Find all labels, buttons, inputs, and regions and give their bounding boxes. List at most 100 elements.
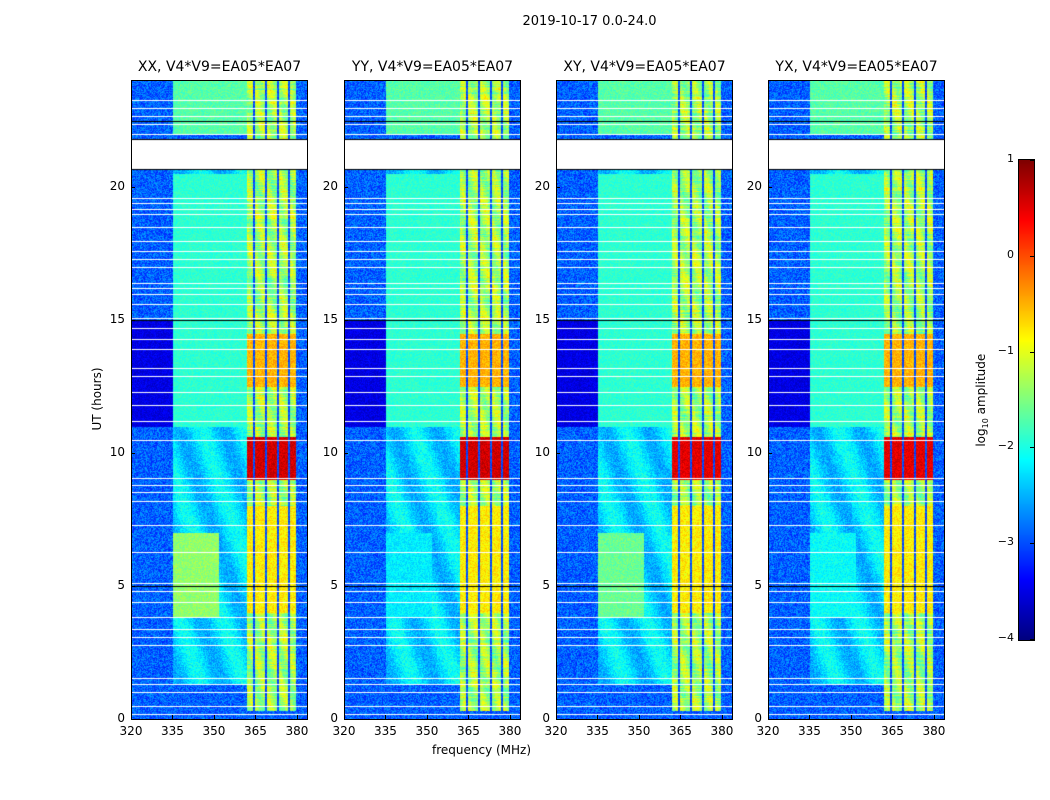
x-tick-mark bbox=[344, 715, 345, 719]
colorbar-tick-mark bbox=[1030, 160, 1034, 161]
x-tick-mark bbox=[721, 715, 723, 719]
x-tick-mark bbox=[556, 715, 557, 719]
colorbar bbox=[1018, 159, 1035, 641]
heatmap-panel-xx bbox=[131, 80, 308, 720]
heatmap-canvas-yy bbox=[345, 81, 520, 719]
x-tick-mark bbox=[933, 715, 935, 719]
x-tick-mark bbox=[768, 715, 769, 719]
y-tick-label: 10 bbox=[746, 444, 762, 459]
y-tick-mark bbox=[768, 719, 772, 720]
y-tick-label: 20 bbox=[746, 178, 762, 193]
y-tick-mark bbox=[344, 186, 348, 188]
y-tick-label: 20 bbox=[322, 178, 338, 193]
heatmap-canvas-yx bbox=[769, 81, 944, 719]
x-tick-label: 350 bbox=[627, 724, 651, 738]
y-tick-mark bbox=[131, 186, 135, 188]
x-tick-label: 350 bbox=[202, 724, 226, 738]
y-tick-label: 5 bbox=[754, 577, 762, 592]
x-tick-label: 380 bbox=[922, 724, 946, 738]
y-tick-mark bbox=[344, 319, 348, 321]
x-tick-mark bbox=[131, 715, 132, 719]
y-tick-mark bbox=[131, 719, 135, 720]
y-tick-label: 15 bbox=[534, 311, 550, 326]
x-tick-label: 380 bbox=[710, 724, 734, 738]
x-tick-label: 335 bbox=[161, 724, 184, 738]
x-tick-mark bbox=[809, 715, 811, 719]
x-tick-label: 350 bbox=[415, 724, 439, 738]
colorbar-label: log10 amplitude bbox=[973, 353, 991, 447]
x-tick-label: 335 bbox=[586, 724, 609, 738]
x-tick-label: 380 bbox=[498, 724, 522, 738]
x-tick-mark bbox=[255, 715, 257, 719]
x-tick-mark bbox=[172, 715, 174, 719]
y-tick-mark bbox=[131, 452, 135, 454]
x-tick-label: 365 bbox=[669, 724, 692, 738]
x-tick-label: 320 bbox=[119, 724, 143, 738]
y-tick-label: 15 bbox=[109, 311, 125, 326]
y-tick-mark bbox=[344, 585, 348, 587]
heatmap-panel-yx bbox=[768, 80, 945, 720]
x-tick-mark bbox=[850, 715, 852, 719]
x-tick-label: 365 bbox=[881, 724, 904, 738]
y-tick-label: 5 bbox=[117, 577, 125, 592]
y-tick-mark bbox=[131, 319, 135, 321]
y-tick-label: 10 bbox=[534, 444, 550, 459]
colorbar-tick-label: 0 bbox=[1007, 247, 1014, 261]
x-tick-label: 365 bbox=[244, 724, 267, 738]
x-tick-mark bbox=[638, 715, 640, 719]
colorbar-tick-mark bbox=[1030, 543, 1034, 545]
colorbar-tick-label: −3 bbox=[997, 535, 1014, 549]
y-tick-mark bbox=[344, 719, 348, 720]
x-tick-mark bbox=[385, 715, 387, 719]
y-tick-label: 10 bbox=[109, 444, 125, 459]
x-tick-mark bbox=[468, 715, 470, 719]
colorbar-tick-label: −2 bbox=[997, 439, 1014, 453]
y-tick-mark bbox=[768, 585, 772, 587]
colorbar-tick-label: −1 bbox=[997, 343, 1014, 357]
y-tick-label: 15 bbox=[746, 311, 762, 326]
y-tick-mark bbox=[344, 452, 348, 454]
heatmap-canvas-xy bbox=[557, 81, 732, 719]
y-tick-mark bbox=[768, 186, 772, 188]
x-tick-mark bbox=[680, 715, 682, 719]
colorbar-tick-mark bbox=[1030, 639, 1034, 640]
y-tick-mark bbox=[556, 186, 560, 188]
y-tick-mark bbox=[768, 319, 772, 321]
y-axis-label: UT (hours) bbox=[90, 367, 104, 431]
x-tick-mark bbox=[213, 715, 215, 719]
y-tick-label: 0 bbox=[542, 711, 550, 725]
y-tick-mark bbox=[768, 452, 772, 454]
panel-title: XY, V4*V9=EA05*EA07 bbox=[563, 59, 726, 75]
y-tick-label: 10 bbox=[322, 444, 338, 459]
y-tick-label: 0 bbox=[754, 711, 762, 725]
y-tick-mark bbox=[556, 585, 560, 587]
heatmap-panel-xy bbox=[556, 80, 733, 720]
colorbar-tick-mark bbox=[1030, 255, 1034, 257]
y-tick-label: 5 bbox=[542, 577, 550, 592]
colorbar-tick-label: 1 bbox=[1007, 152, 1014, 165]
heatmap-canvas-xx bbox=[132, 81, 307, 719]
figure-title: 2019-10-17 0.0-24.0 bbox=[522, 14, 657, 29]
x-tick-label: 350 bbox=[839, 724, 863, 738]
y-tick-mark bbox=[131, 585, 135, 587]
colorbar-gradient bbox=[1019, 160, 1034, 640]
colorbar-tick-label: −4 bbox=[997, 631, 1014, 644]
y-tick-mark bbox=[556, 452, 560, 454]
x-axis-label: frequency (MHz) bbox=[432, 743, 532, 757]
x-tick-mark bbox=[296, 715, 298, 719]
x-tick-mark bbox=[597, 715, 599, 719]
x-tick-label: 320 bbox=[332, 724, 356, 738]
x-tick-mark bbox=[426, 715, 428, 719]
panel-title: YY, V4*V9=EA05*EA07 bbox=[351, 59, 514, 75]
x-tick-label: 320 bbox=[544, 724, 568, 738]
y-tick-label: 0 bbox=[330, 711, 338, 725]
x-tick-mark bbox=[892, 715, 894, 719]
colorbar-tick-mark bbox=[1030, 447, 1034, 449]
y-tick-label: 20 bbox=[534, 178, 550, 193]
y-tick-label: 15 bbox=[322, 311, 338, 326]
y-tick-mark bbox=[556, 719, 560, 720]
colorbar-tick-mark bbox=[1030, 351, 1034, 353]
x-tick-label: 320 bbox=[756, 724, 780, 738]
y-tick-label: 5 bbox=[330, 577, 338, 592]
